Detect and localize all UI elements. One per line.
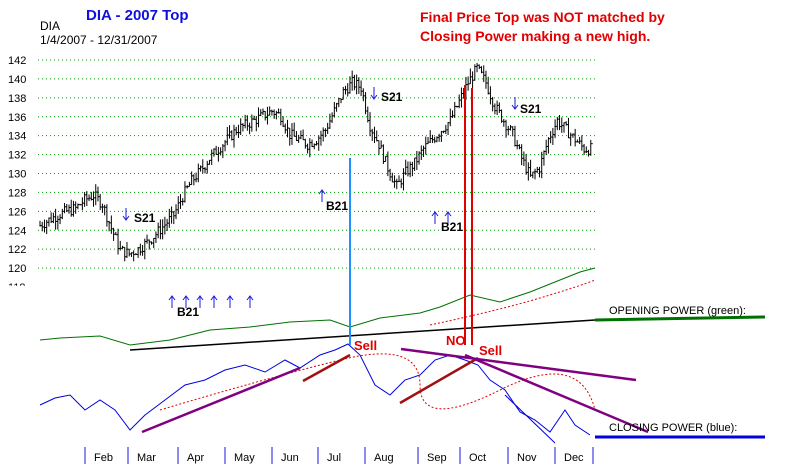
cp-uptrend-line-3: [399, 356, 479, 405]
x-tick-label: Apr: [187, 452, 204, 464]
y-tick-label: 132: [8, 150, 26, 162]
sell-label-oct: Sell: [479, 343, 502, 358]
signal-label-b21-jul: B21: [326, 199, 348, 213]
price-bars: [39, 62, 593, 262]
buy-arrow-sep-1-head: [431, 211, 439, 217]
y-tick-label: 126: [8, 206, 26, 218]
sell-label-jul: Sell: [354, 338, 377, 353]
sell-arrow-feb-head: [122, 215, 130, 221]
x-axis: Feb Mar Apr May Jun Jul Aug Sep Oct Nov Dec: [84, 447, 594, 464]
cp-downtrend-line-1: [400, 347, 637, 382]
buy-arrow-0-head: [168, 295, 176, 301]
legend-opening-power: OPENING POWER (green):: [609, 305, 746, 317]
x-tick-label: Aug: [374, 452, 394, 464]
y-tick-label: 128: [8, 187, 26, 199]
no-label-oct: NO: [446, 333, 466, 348]
cp-downtrend-line-2: [464, 353, 649, 434]
x-tick-label: Nov: [517, 452, 537, 464]
sell-arrow-jul-head: [370, 94, 378, 100]
y-tick-label: 134: [8, 131, 26, 143]
y-tick-label: 138: [8, 93, 26, 105]
x-tick-label: Mar: [137, 452, 156, 464]
opening-power-line: [39, 267, 596, 346]
legend-closing-power: CLOSING POWER (blue):: [609, 422, 737, 434]
buy-arrow-2-head: [196, 295, 204, 301]
opening-power-trendline: [129, 319, 596, 351]
buy-arrow-5-head: [246, 295, 254, 301]
x-tick-label: Sep: [427, 452, 447, 464]
opening-power-legend-line: [594, 315, 766, 322]
x-tick-label: Jun: [281, 452, 299, 464]
cp-guide-line: [504, 394, 556, 444]
cp-uptrend-line-2: [302, 353, 351, 383]
y-tick-label: 118: [8, 282, 26, 294]
chart-title: DIA - 2007 Top: [86, 7, 189, 24]
date-range-label: 1/4/2007 - 12/31/2007: [40, 33, 158, 47]
headline-line-1: Final Price Top was NOT matched by: [420, 9, 665, 25]
symbol-label: DIA: [40, 19, 61, 33]
x-tick-label: May: [234, 452, 255, 464]
y-axis-ticks: 142 140 138 136 134 132 130 128 126 124 122 120 118: [8, 55, 26, 294]
signal-label-b21-spring: B21: [177, 305, 199, 319]
headline-line-2: Closing Power making a new high.: [420, 28, 651, 44]
x-tick-label: Dec: [564, 452, 584, 464]
closing-power-ma: [159, 353, 596, 411]
y-tick-label: 122: [8, 244, 26, 256]
buy-arrow-jul-head: [318, 189, 326, 195]
y-tick-label: 140: [8, 74, 26, 86]
y-tick-label: 120: [8, 263, 26, 275]
y-tick-label: 136: [8, 112, 26, 124]
signal-label-s21-feb: S21: [134, 211, 156, 225]
x-tick-label: Jul: [327, 452, 341, 464]
opening-power-ma: [429, 279, 596, 326]
indicator-panel: [39, 85, 766, 444]
signal-label-s21-jul: S21: [381, 90, 403, 104]
y-tick-label: 124: [8, 225, 26, 237]
y-tick-label: 130: [8, 169, 26, 181]
buy-arrow-4-head: [226, 295, 234, 301]
buy-arrow-3-head: [210, 295, 218, 301]
y-tick-label: 142: [8, 55, 26, 67]
gridlines: [38, 59, 595, 269]
cp-uptrend-line-1: [141, 366, 301, 434]
x-tick-label: Oct: [469, 452, 486, 464]
chart-labels: S21 B21 B21 S21 B21 S21 Sell NO Sell OPENING POWE…: [134, 90, 746, 434]
buy-arrow-sep-2-head: [444, 211, 452, 217]
closing-power-line: [39, 343, 591, 436]
signal-label-s21-oct: S21: [520, 102, 542, 116]
buy-arrow-1-head: [182, 295, 190, 301]
signal-label-b21-sep: B21: [441, 220, 463, 234]
x-tick-label: Feb: [94, 452, 113, 464]
sell-arrow-oct-head: [511, 104, 519, 110]
